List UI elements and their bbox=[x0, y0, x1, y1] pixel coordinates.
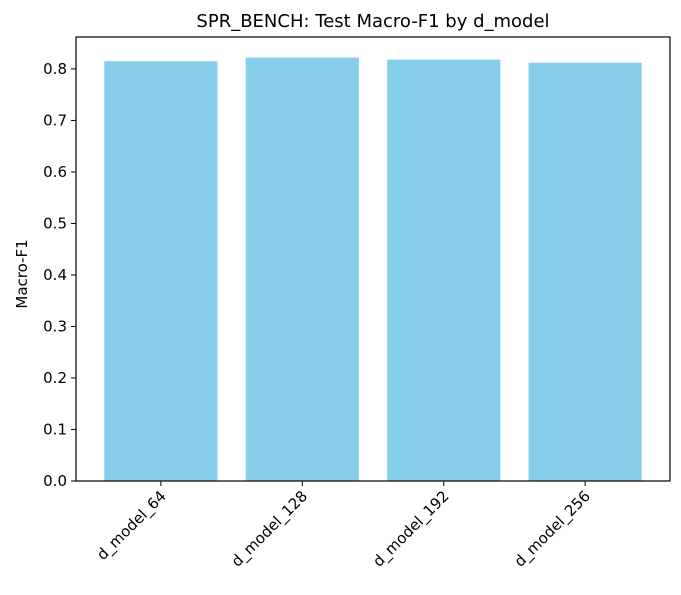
y-tick-label: 0.8 bbox=[43, 60, 67, 78]
x-tick-label: d_model_256 bbox=[511, 487, 595, 571]
y-tick-label: 0.0 bbox=[43, 472, 67, 490]
bars-group bbox=[104, 57, 642, 482]
y-tick-label: 0.4 bbox=[43, 266, 67, 284]
y-tick-label: 0.5 bbox=[43, 214, 67, 232]
y-tick-label: 0.6 bbox=[43, 163, 67, 181]
y-tick-label: 0.3 bbox=[43, 317, 67, 335]
x-tick-label: d_model_192 bbox=[369, 487, 453, 571]
chart-title: SPR_BENCH: Test Macro-F1 by d_model bbox=[196, 11, 549, 32]
x-axis: d_model_64 d_model_128 d_model_192 d_model_… bbox=[93, 481, 595, 571]
y-tick-label: 0.7 bbox=[43, 111, 67, 129]
plot-frame bbox=[75, 36, 671, 482]
bar-d_model_128 bbox=[245, 57, 359, 482]
y-axis: 0.0 0.1 0.2 0.3 0.4 0.5 0.6 0.7 0.8 bbox=[43, 60, 76, 490]
y-axis-label: Macro-F1 bbox=[13, 239, 31, 308]
bar-d_model_256 bbox=[528, 62, 642, 481]
y-tick-label: 0.1 bbox=[43, 420, 67, 438]
bar-d_model_64 bbox=[104, 61, 218, 482]
x-tick-label: d_model_128 bbox=[228, 487, 312, 571]
bar-d_model_192 bbox=[387, 59, 501, 481]
y-tick-label: 0.2 bbox=[43, 369, 67, 387]
x-tick-label: d_model_64 bbox=[93, 487, 170, 564]
